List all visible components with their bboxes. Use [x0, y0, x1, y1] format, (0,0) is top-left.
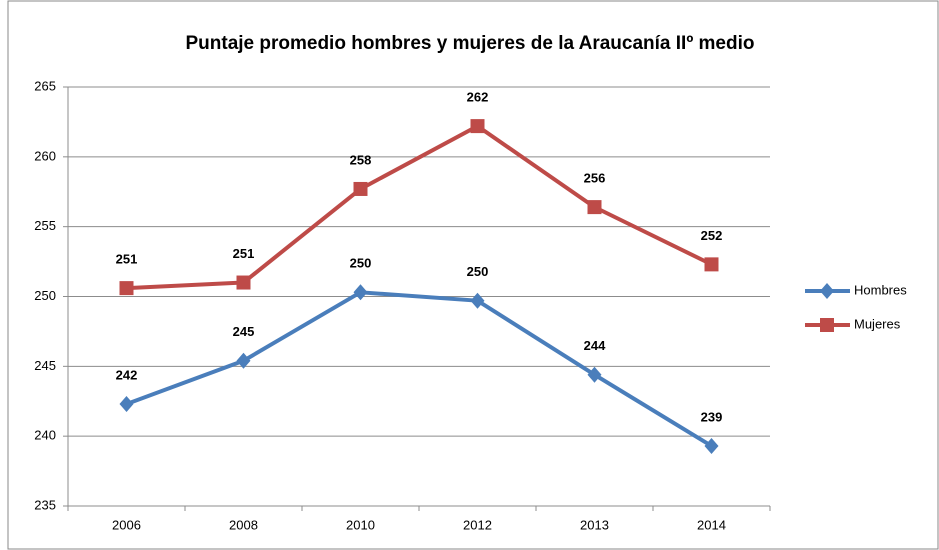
marker [119, 281, 134, 296]
x-tick-label: 2012 [463, 517, 492, 532]
x-tick-label: 2010 [346, 517, 375, 532]
marker [470, 119, 485, 134]
series-line [125, 290, 713, 448]
data-label: 262 [467, 90, 489, 105]
data-label: 256 [584, 171, 606, 186]
x-tick-label: 2014 [697, 517, 726, 532]
marker [119, 396, 134, 413]
x-tick-label: 2008 [229, 517, 258, 532]
data-label: 245 [233, 324, 255, 339]
marker [353, 284, 368, 301]
legend-label: Mujeres [854, 316, 901, 331]
chart-frame [7, 0, 939, 550]
data-label: 244 [584, 338, 606, 353]
data-label: 252 [701, 228, 723, 243]
data-label: 258 [350, 152, 372, 167]
legend-label: Hombres [854, 282, 907, 297]
data-label: 250 [350, 256, 372, 271]
series-line [126, 124, 713, 291]
marker [353, 181, 368, 196]
marker [820, 318, 834, 332]
marker [587, 200, 602, 215]
y-tick-label: 240 [34, 428, 56, 443]
y-tick-label: 255 [34, 218, 56, 233]
x-tick-label: 2013 [580, 517, 609, 532]
marker [704, 257, 719, 272]
marker [470, 292, 485, 309]
y-tick-label: 235 [34, 497, 56, 512]
chart-title: Puntaje promedio hombres y mujeres de la… [185, 33, 754, 54]
y-tick-label: 265 [34, 78, 56, 93]
data-label: 251 [116, 252, 138, 267]
y-tick-label: 260 [34, 148, 56, 163]
data-label: 239 [701, 409, 723, 424]
y-tick-label: 250 [34, 288, 56, 303]
data-label: 250 [467, 264, 489, 279]
marker [236, 275, 251, 290]
data-label: 242 [116, 367, 138, 382]
marker [820, 283, 834, 299]
x-tick-label: 2006 [112, 517, 141, 532]
data-label: 251 [233, 246, 255, 261]
marker [704, 437, 719, 454]
marker [587, 366, 602, 383]
y-tick-label: 245 [34, 358, 56, 373]
marker [236, 352, 251, 369]
